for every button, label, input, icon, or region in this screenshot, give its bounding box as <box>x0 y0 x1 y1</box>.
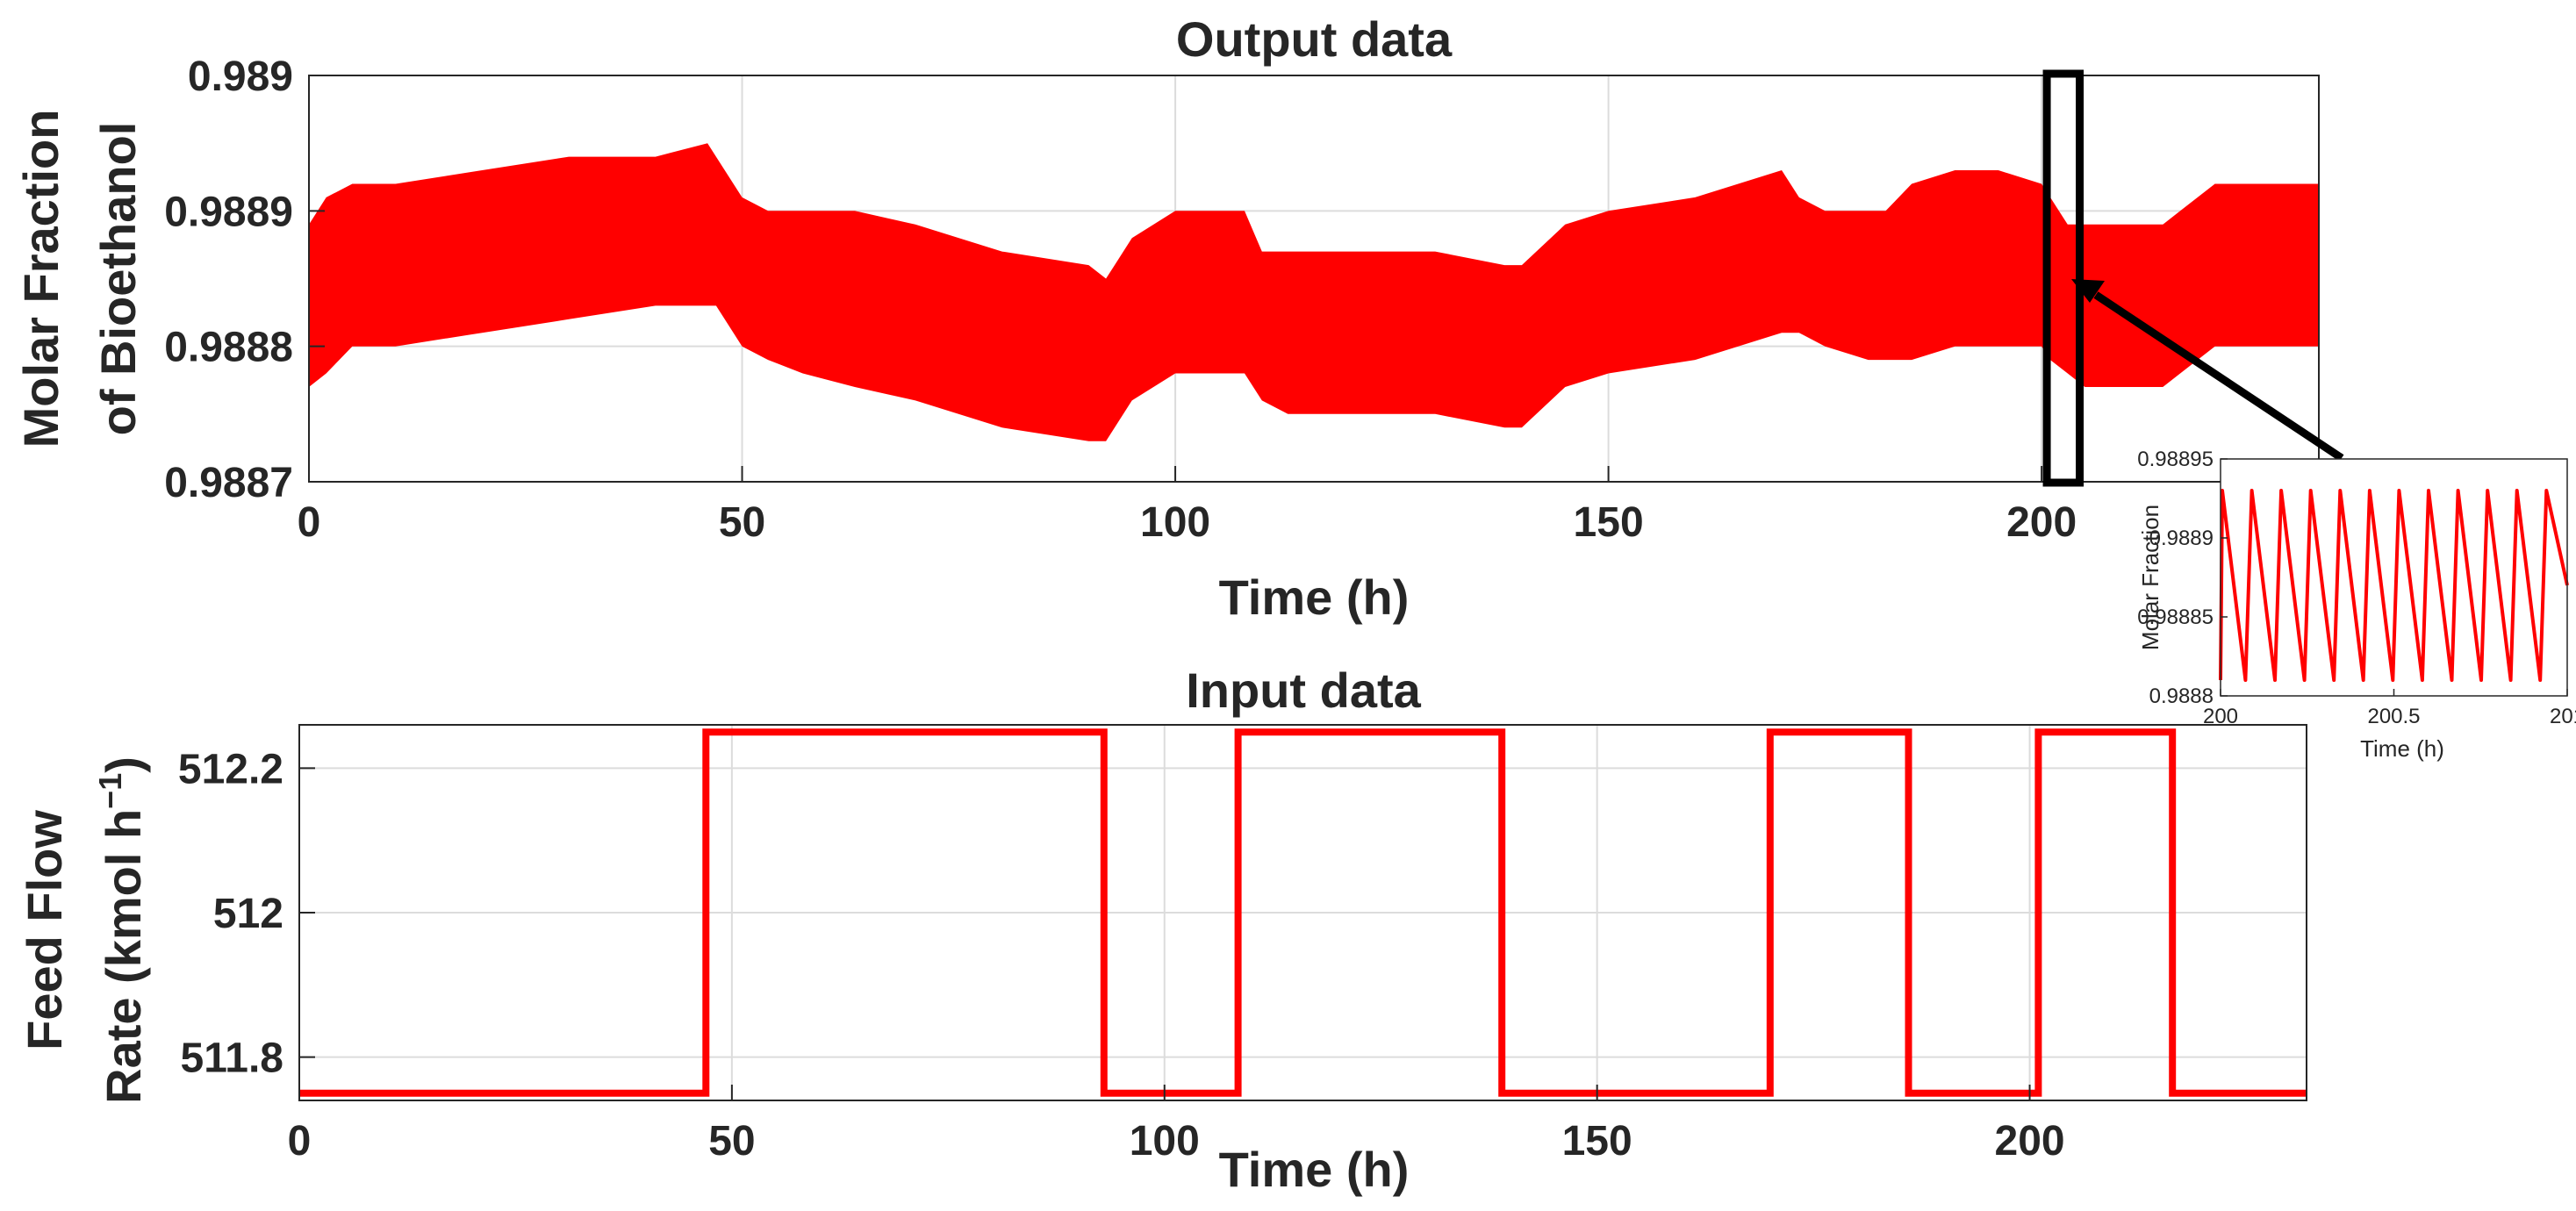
inset-x-tick-label: 201 <box>2550 705 2576 728</box>
inset-y-tick-label: 0.9888 <box>2149 684 2214 708</box>
input-x-tick-label: 150 <box>1562 1118 1632 1164</box>
output-chart-title: Output data <box>1176 11 1453 67</box>
input-y-tick-label: 512 <box>213 891 283 937</box>
zoom-highlight-box <box>2042 69 2084 487</box>
output-y-label-line2: of Bioethanol <box>90 122 146 436</box>
input-x-tick-label: 50 <box>708 1118 755 1164</box>
output-y-tick-label: 0.9887 <box>164 460 293 506</box>
input-x-axis-label: Time (h) <box>1219 1142 1410 1197</box>
output-y-tick-label: 0.989 <box>188 54 293 100</box>
zoom-arrow-line <box>2093 291 2344 462</box>
inset-x-tick-label: 200.5 <box>2367 705 2420 728</box>
inset-sawtooth-line <box>2219 489 2569 682</box>
input-y-label-exponent: −1 <box>92 773 128 809</box>
input-x-tick-label: 100 <box>1130 1118 1200 1164</box>
input-y-label-line2: Rate (kmol h−1) <box>92 756 151 1104</box>
output-y-tick-label: 0.9888 <box>164 325 293 371</box>
output-y-label-line1: Molar Fraction <box>13 110 68 448</box>
output-x-tick-label: 0 <box>298 499 321 546</box>
output-x-axis-label: Time (h) <box>1219 570 1410 625</box>
input-feed-flow-line <box>299 728 2307 1097</box>
output-x-tick-label: 50 <box>719 499 765 546</box>
input-chart-panel: 0 50 100 150 200 511.8 512 512.2 Input data Tim… <box>17 663 2307 1197</box>
input-x-tick-label: 0 <box>288 1118 312 1164</box>
inset-y-tick-label: 0.98885 <box>2137 606 2214 629</box>
output-y-tick-label: 0.9889 <box>164 189 293 235</box>
inset-y-axis-label: Molar Fraction <box>2137 505 2163 650</box>
output-y-axis-label: Molar Fraction of Bioethanol <box>13 110 146 448</box>
input-x-tick-label: 200 <box>1995 1118 2065 1164</box>
input-grid <box>299 725 2307 1100</box>
inset-y-tick-label: 0.98895 <box>2137 448 2214 471</box>
output-x-tick-label: 100 <box>1140 499 1210 546</box>
zoom-arrow-head <box>2071 279 2105 303</box>
output-x-tick-label: 200 <box>2006 499 2077 546</box>
output-x-tick-label: 150 <box>1574 499 1644 546</box>
output-chart-panel: 0 50 100 150 200 0.9887 0.9888 0.9889 0.989 Outp… <box>13 11 2344 625</box>
input-y-label-line1: Feed Flow <box>17 810 72 1050</box>
inset-x-axis-label: Time (h) <box>2360 735 2444 762</box>
input-y-tick-label: 511.8 <box>181 1035 283 1082</box>
input-y-axis-label: Feed Flow Rate (kmol h−1) <box>17 756 151 1104</box>
input-ticks: 0 50 100 150 200 511.8 512 512.2 <box>178 746 2065 1164</box>
inset-y-tick-label: 0.9889 <box>2149 527 2214 550</box>
input-chart-title: Input data <box>1186 663 1421 718</box>
input-y-label-text: Rate (kmol h <box>96 809 151 1104</box>
input-y-tick-label: 512.2 <box>178 746 283 792</box>
output-ticks: 0 50 100 150 200 0.9887 0.9888 0.9889 0.989 <box>164 54 2077 546</box>
output-bioethanol-band <box>309 143 2319 441</box>
input-y-label-close: ) <box>96 756 151 773</box>
output-axes-box <box>308 75 2320 483</box>
